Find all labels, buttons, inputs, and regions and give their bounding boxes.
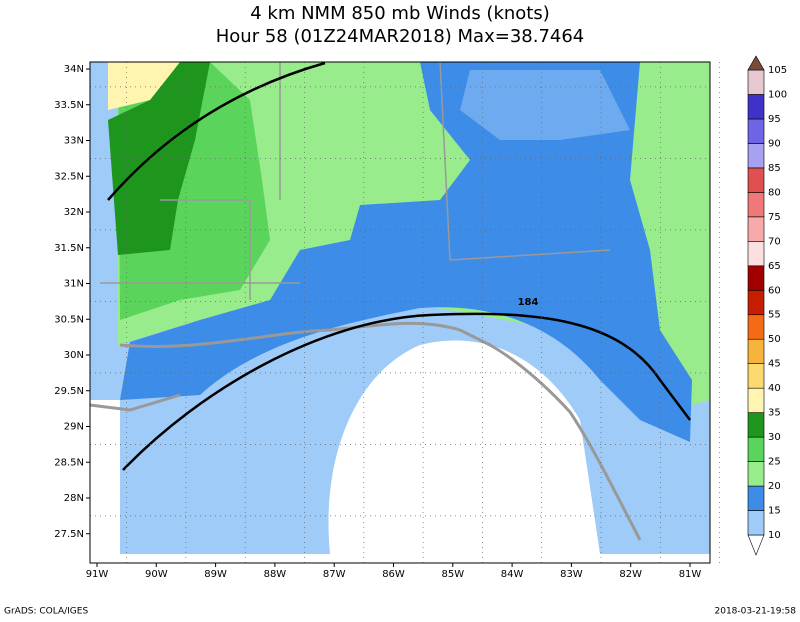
colorbar-box [747, 412, 765, 438]
colorbar-box [747, 118, 765, 144]
colorbar-box [747, 387, 765, 413]
colorbar-label: 40 [768, 383, 781, 394]
colorbar-label: 25 [768, 457, 781, 468]
colorbar-box [747, 192, 765, 218]
lat-label: 29N [64, 422, 84, 433]
lat-label: 30N [64, 350, 84, 361]
colorbar-label: 70 [768, 236, 781, 247]
colorbar-label: 50 [768, 334, 781, 345]
colorbar-label: 60 [768, 285, 781, 296]
lat-label: 32N [64, 207, 84, 218]
lon-label: 91W [86, 569, 109, 580]
lat-label: 29.5N [54, 386, 84, 397]
map-frame [89, 61, 711, 564]
colorbar-end [747, 55, 765, 71]
contour-line [122, 312, 691, 471]
wind-15-20-band [120, 62, 692, 442]
wind-patch [460, 70, 630, 140]
colorbar-box [747, 363, 765, 389]
lon-label: 81W [679, 569, 702, 580]
colorbar-box [747, 461, 765, 487]
colorbar-label: 100 [768, 89, 787, 100]
colorbar-box [747, 436, 765, 462]
lon-label: 88W [264, 569, 287, 580]
colorbar-label: 85 [768, 163, 781, 174]
lon-label: 90W [145, 569, 168, 580]
colorbar-label: 10 [768, 530, 781, 541]
colorbar-label: 65 [768, 261, 781, 272]
title-line: 4 km NMM 850 mb Winds (knots) [250, 3, 550, 24]
colorbar-box [747, 69, 765, 95]
colorbar-box [747, 338, 765, 364]
lat-label: 30.5N [54, 314, 84, 325]
wind-30-35 [108, 62, 210, 255]
colorbar-box [747, 485, 765, 511]
colorbar-label: 75 [768, 212, 781, 223]
lat-label: 33.5N [54, 100, 84, 111]
lon-label: 85W [441, 569, 464, 580]
colorbar-label: 30 [768, 432, 781, 443]
colorbar-label: 55 [768, 310, 781, 321]
colorbar-box [747, 216, 765, 242]
state-border [100, 61, 611, 300]
lon-label: 83W [560, 569, 583, 580]
colorbar-label: 45 [768, 359, 781, 370]
calm-region [328, 340, 600, 554]
colorbar-box [747, 167, 765, 193]
colorbar-label: 35 [768, 408, 781, 419]
title-line: Hour 58 (01Z24MAR2018) Max=38.7464 [216, 26, 585, 47]
coastline [89, 393, 181, 412]
contour-label: 184 [518, 297, 539, 308]
colorbar-label: 90 [768, 138, 781, 149]
lat-label: 33N [64, 136, 84, 147]
colorbar-box [747, 143, 765, 169]
lon-label: 87W [323, 569, 346, 580]
colorbar-label: 15 [768, 506, 781, 517]
lat-label: 31.5N [54, 243, 84, 254]
lon-label: 89W [204, 569, 227, 580]
map: 184 [89, 61, 720, 564]
lon-label: 86W [382, 569, 405, 580]
colorbar-label: 20 [768, 481, 781, 492]
colorbar-box [747, 241, 765, 267]
colorbar: 10 15 20 25 30 35 40 45 50 55 60 65 70 75 80 85 90 95 100 1… [747, 55, 787, 556]
footer-left: GrADS: COLA/IGES [4, 607, 88, 617]
lat-label: 32.5N [54, 171, 84, 182]
grid [90, 62, 720, 563]
lat-label: 31N [64, 279, 84, 290]
lon-label: 84W [501, 569, 524, 580]
colorbar-label: 95 [768, 114, 781, 125]
colorbar-box [747, 314, 765, 340]
lat-label: 28.5N [54, 457, 84, 468]
colorbar-end [747, 534, 765, 556]
wind-35-40 [108, 62, 180, 110]
colorbar-label: 80 [768, 187, 781, 198]
colorbar-label: 105 [768, 65, 787, 76]
lat-label: 34N [64, 64, 84, 75]
colorbar-box [747, 510, 765, 536]
footer-right: 2018-03-21-19:58 [715, 607, 797, 617]
colorbar-box [747, 94, 765, 120]
lon-label: 82W [619, 569, 642, 580]
coastline [119, 321, 642, 541]
contour-line [107, 61, 326, 201]
colorbar-box [747, 265, 765, 291]
lat-label: 27.5N [54, 529, 84, 540]
colorbar-box [747, 289, 765, 316]
lat-label: 28N [64, 493, 84, 504]
